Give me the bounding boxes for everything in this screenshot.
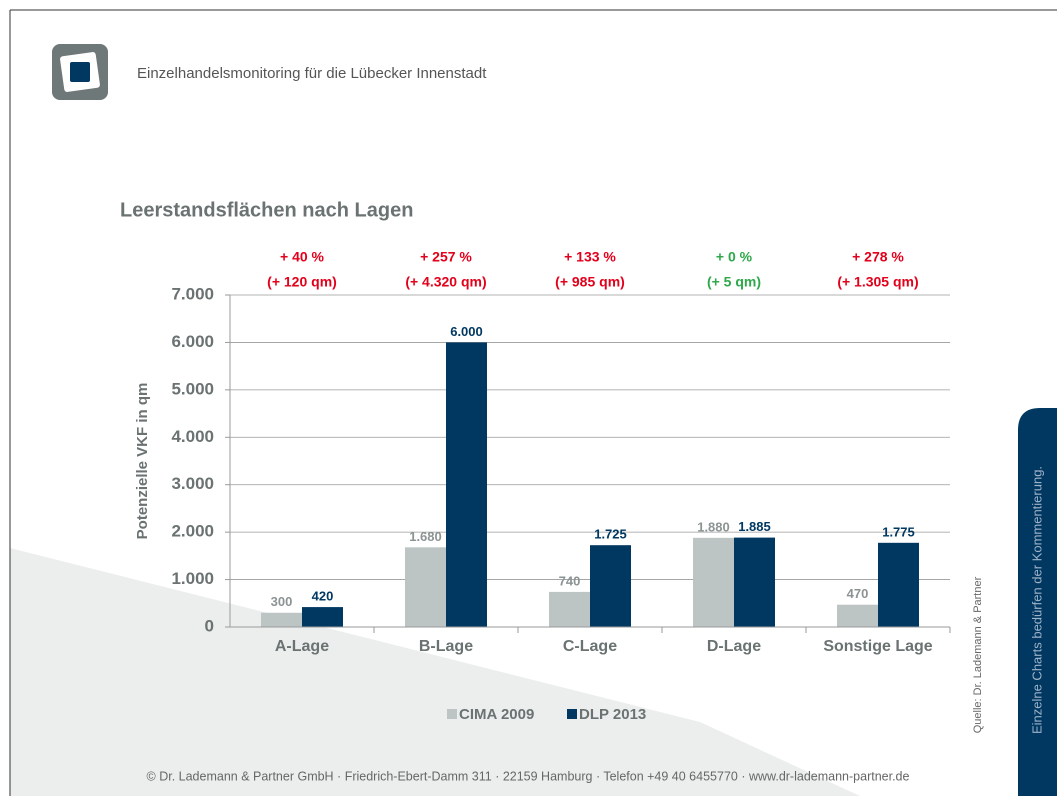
annotation-change: + 257 %: [420, 249, 472, 265]
x-tick-label: B-Lage: [419, 638, 473, 655]
y-tick-label: 7.000: [171, 284, 214, 303]
logo: [52, 44, 108, 100]
x-tick-label: D-Lage: [707, 638, 761, 655]
data-label: 420: [312, 589, 334, 604]
bar: [590, 545, 631, 627]
annotation-change: + 40 %: [280, 249, 325, 265]
annotation-area: (+ 1.305 qm): [837, 274, 918, 290]
side-tab: [1018, 408, 1057, 796]
bar: [405, 547, 446, 627]
annotation-change: + 278 %: [852, 249, 904, 265]
annotation-area: (+ 985 qm): [555, 274, 625, 290]
bar: [837, 604, 878, 627]
bar: [734, 537, 775, 627]
data-label: 1.725: [594, 527, 627, 542]
annotation-change: + 133 %: [564, 249, 616, 265]
data-label: 1.885: [738, 519, 771, 534]
bar: [549, 591, 590, 627]
bar: [302, 607, 343, 627]
data-label: 470: [847, 586, 869, 601]
legend-swatch: [567, 709, 577, 719]
annotation-area: (+ 4.320 qm): [405, 274, 486, 290]
legend-label: DLP 2013: [579, 706, 646, 723]
data-label: 740: [559, 573, 581, 588]
y-tick-label: 6.000: [171, 332, 214, 351]
legend-swatch: [447, 709, 457, 719]
annotation-area: (+ 5 qm): [707, 274, 761, 290]
y-tick-label: 1.000: [171, 569, 214, 588]
data-label: 1.680: [409, 529, 442, 544]
side-note: Einzelne Charts bedürfen der Kommentieru…: [1029, 466, 1044, 734]
bar: [446, 342, 487, 627]
bar: [878, 542, 919, 627]
annotation-change: + 0 %: [716, 249, 753, 265]
data-label: 1.775: [882, 524, 915, 539]
y-axis-label: Potenzielle VKF in qm: [134, 383, 151, 540]
y-tick-label: 4.000: [171, 427, 214, 446]
y-tick-label: 3.000: [171, 474, 214, 493]
chart-title: Leerstandsflächen nach Lagen: [120, 199, 413, 221]
legend-label: CIMA 2009: [459, 706, 534, 723]
bar: [693, 537, 734, 627]
annotation-area: (+ 120 qm): [267, 274, 337, 290]
source: Quelle: Dr. Lademann & Partner: [972, 576, 984, 733]
y-tick-label: 5.000: [171, 379, 214, 398]
x-tick-label: C-Lage: [563, 638, 617, 655]
x-tick-label: Sonstige Lage: [823, 638, 932, 655]
background-shape: [10, 548, 860, 796]
data-label: 300: [271, 594, 293, 609]
header-title: Einzelhandelsmonitoring für die Lübecker…: [137, 65, 487, 82]
data-label: 1.880: [697, 519, 730, 534]
bar: [261, 612, 302, 627]
y-tick-label: 0: [205, 616, 214, 635]
footer: © Dr. Lademann & Partner GmbH · Friedric…: [147, 769, 910, 783]
data-label: 6.000: [450, 324, 483, 339]
x-tick-label: A-Lage: [275, 638, 329, 655]
y-tick-label: 2.000: [171, 522, 214, 541]
